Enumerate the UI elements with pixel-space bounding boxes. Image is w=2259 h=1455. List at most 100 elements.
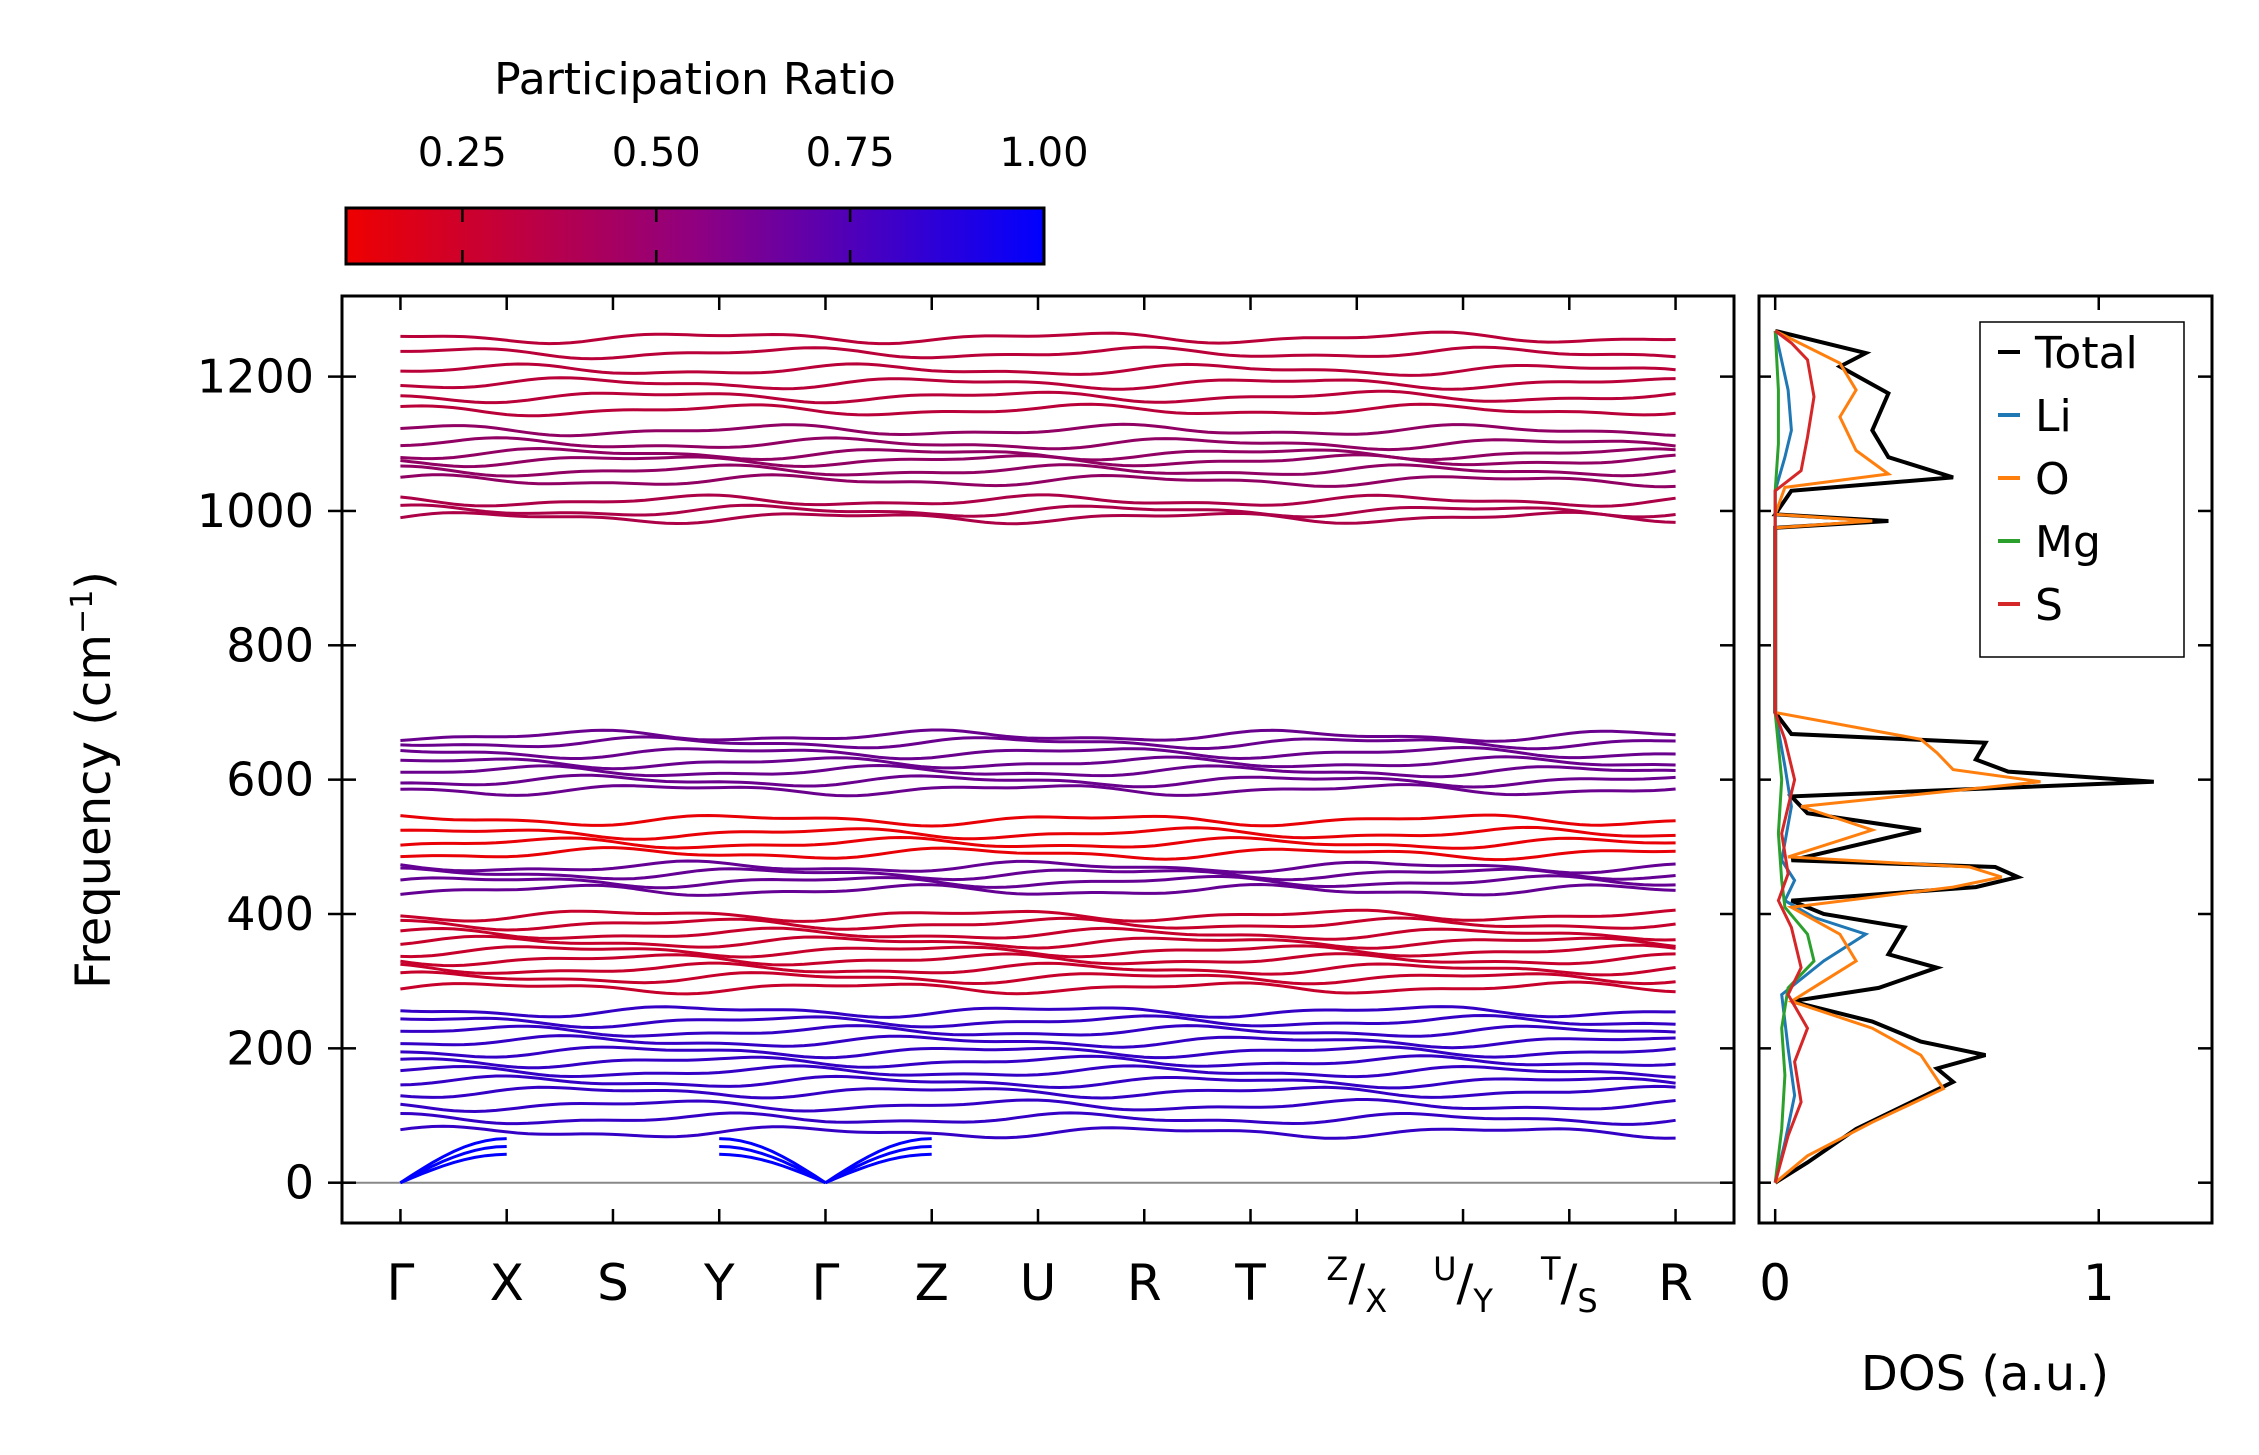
phonon-band bbox=[400, 1034, 1676, 1050]
frequency-ticks: 0 200 400 600 800 1000 1200 bbox=[197, 350, 1734, 1210]
phonon-band bbox=[400, 783, 1676, 798]
colorbar-tick-label: 0.25 bbox=[418, 130, 507, 176]
phonon-bands bbox=[342, 330, 1734, 1185]
phonon-band bbox=[400, 926, 1676, 942]
k-point-label: T/S bbox=[1540, 1250, 1598, 1320]
acoustic-branch bbox=[824, 1145, 932, 1185]
phonon-band bbox=[400, 1054, 1676, 1070]
k-point-label: Γ bbox=[387, 1254, 415, 1312]
phonon-band bbox=[400, 376, 1676, 391]
acoustic-branch bbox=[399, 1152, 507, 1185]
k-point-label: U bbox=[1020, 1254, 1057, 1312]
legend-box bbox=[1979, 321, 2185, 658]
legend-label: Total bbox=[2034, 328, 2138, 379]
acoustic-branch bbox=[719, 1137, 827, 1184]
k-point-label: Z bbox=[915, 1254, 949, 1312]
dos-curve-total bbox=[1771, 328, 2154, 1185]
dos-curve-o bbox=[1773, 329, 2041, 1184]
y-tick-label: 600 bbox=[226, 753, 314, 807]
colorbar-ticks: 0.25 0.50 0.75 1.00 bbox=[418, 130, 1089, 264]
phonon-band bbox=[400, 1045, 1676, 1060]
y-tick-label: 200 bbox=[226, 1021, 314, 1075]
y-tick-label: 1200 bbox=[197, 350, 314, 404]
phonon-band bbox=[400, 345, 1676, 361]
dos-curve-s bbox=[1773, 329, 1816, 1184]
dos-curve-mg bbox=[1773, 330, 1816, 1183]
phonon-band bbox=[400, 503, 1676, 519]
phonon-band bbox=[400, 1064, 1676, 1079]
phonon-band bbox=[400, 825, 1676, 841]
y-axis-label: Frequency (cm−1) bbox=[65, 571, 122, 989]
phonon-band bbox=[400, 402, 1676, 418]
phonon-band bbox=[400, 859, 1676, 875]
phonon-band bbox=[400, 510, 1676, 526]
phonon-band bbox=[400, 1024, 1676, 1038]
y-tick-label: 0 bbox=[285, 1156, 314, 1210]
phonon-band bbox=[400, 813, 1676, 828]
k-point-label: X bbox=[490, 1254, 524, 1312]
y-tick-label: 400 bbox=[226, 887, 314, 941]
phonon-band bbox=[400, 846, 1676, 862]
legend-label: Li bbox=[2035, 391, 2072, 442]
phonon-band bbox=[400, 463, 1676, 478]
phonon-band bbox=[400, 1005, 1676, 1019]
phonon-band bbox=[400, 1084, 1676, 1100]
acoustic-branch bbox=[719, 1152, 827, 1185]
colorbar-gradient bbox=[344, 206, 1046, 266]
phonon-band bbox=[400, 735, 1676, 751]
dos-curves bbox=[1771, 328, 2154, 1185]
phonon-band bbox=[400, 1013, 1676, 1030]
acoustic-branch bbox=[399, 1145, 507, 1185]
phonon-band bbox=[400, 422, 1676, 438]
phonon-band bbox=[400, 728, 1676, 743]
dos-curve-li bbox=[1773, 330, 1870, 1184]
phonon-band bbox=[400, 330, 1676, 346]
y-tick-label: 800 bbox=[226, 618, 314, 672]
colorbar: Participation Ratio 0.25 0.50 0.75 1.00 bbox=[344, 54, 1089, 266]
k-point-label: R bbox=[1658, 1254, 1693, 1312]
phonon-band bbox=[400, 745, 1676, 761]
phonon-band bbox=[400, 866, 1676, 882]
phonon-band bbox=[400, 1124, 1676, 1140]
phonon-band bbox=[400, 961, 1676, 977]
phonon-band bbox=[400, 1098, 1676, 1114]
acoustic-branch bbox=[719, 1145, 827, 1185]
band-structure-panel: Γ X S Y Γ Z U R T Z/X U/Y T/S R 0 200 400 600 800 1000 120… bbox=[65, 294, 1736, 1320]
dos-x-tick-label: 1 bbox=[2083, 1254, 2115, 1312]
legend-label: S bbox=[2035, 580, 2063, 631]
acoustic-branch bbox=[824, 1152, 932, 1185]
k-point-label: S bbox=[597, 1254, 629, 1312]
k-point-label: Y bbox=[703, 1254, 735, 1312]
dos-plot-frame bbox=[1757, 294, 2214, 1225]
phonon-band bbox=[400, 882, 1676, 897]
y-tick-label: 1000 bbox=[197, 484, 314, 538]
phonon-band bbox=[400, 952, 1676, 968]
dos-x-tick-label: 0 bbox=[1759, 1254, 1791, 1312]
phonon-band bbox=[400, 446, 1676, 462]
phonon-band bbox=[400, 773, 1676, 789]
phonon-band bbox=[400, 1111, 1676, 1126]
phonon-band bbox=[400, 980, 1676, 996]
phonon-band bbox=[400, 389, 1676, 405]
k-point-label: R bbox=[1127, 1254, 1162, 1312]
phonon-band bbox=[400, 916, 1676, 932]
phonon-band bbox=[400, 835, 1676, 850]
phonon-band bbox=[400, 436, 1676, 452]
legend-label: Mg bbox=[2035, 517, 2101, 568]
dos-x-axis-label: DOS (a.u.) bbox=[1861, 1346, 2109, 1402]
phonon-band bbox=[400, 908, 1676, 923]
phonon-band bbox=[400, 874, 1676, 890]
phonon-band bbox=[400, 362, 1676, 377]
phonon-band bbox=[400, 755, 1676, 771]
acoustic-branch bbox=[824, 1137, 932, 1184]
colorbar-tick-label: 0.75 bbox=[806, 130, 895, 176]
dos-legend: Total Li O Mg S bbox=[1979, 321, 2185, 658]
phonon-band bbox=[400, 934, 1676, 950]
phonon-band bbox=[400, 763, 1676, 779]
legend-label: O bbox=[2035, 454, 2070, 505]
k-point-label: Z/X bbox=[1326, 1250, 1387, 1320]
phonon-band bbox=[400, 473, 1676, 489]
colorbar-title: Participation Ratio bbox=[494, 54, 896, 105]
